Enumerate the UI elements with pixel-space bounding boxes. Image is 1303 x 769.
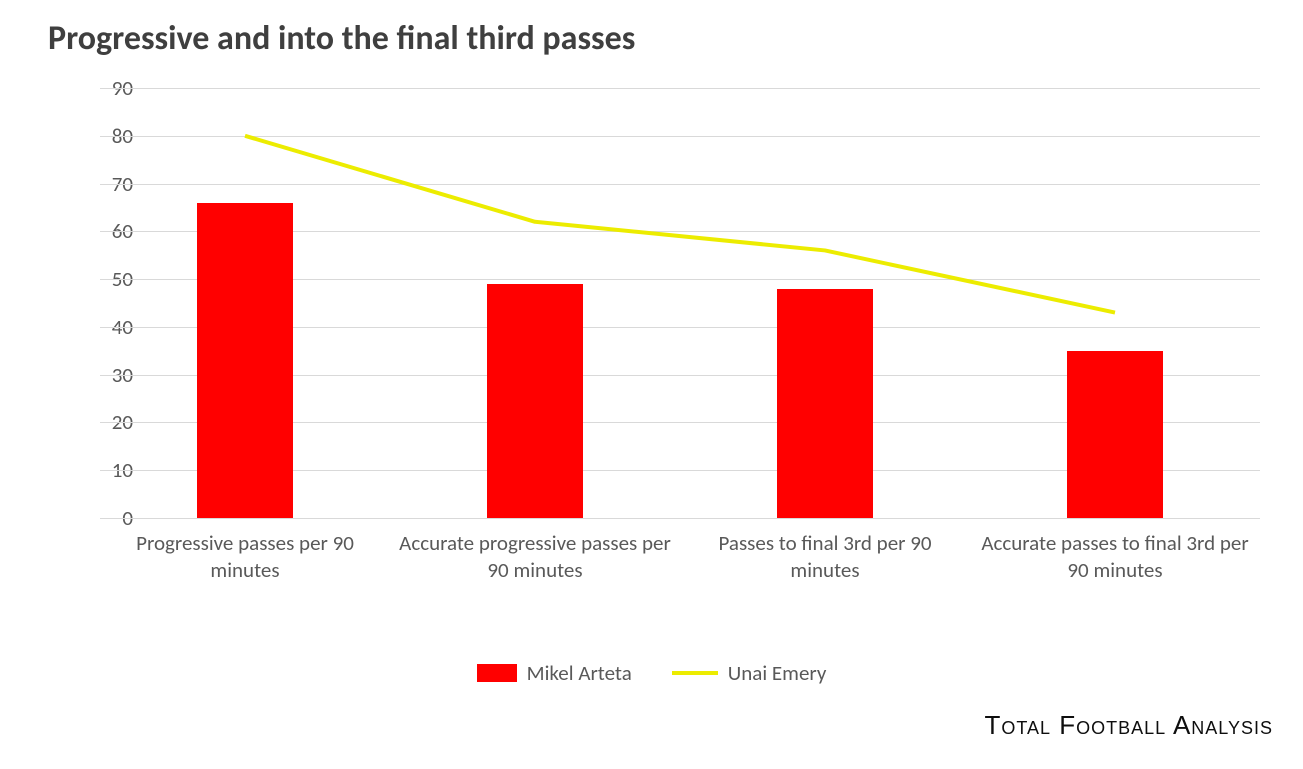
x-tick-label: Progressive passes per 90 minutes [100,530,390,585]
x-tick-label: Accurate progressive passes per 90 minut… [390,530,680,585]
line-series [100,88,1260,518]
legend-label-bar: Mikel Arteta [527,660,632,686]
chart-title: Progressive and into the final third pas… [48,18,635,59]
gridline [100,518,1260,519]
legend-swatch-bar [477,664,517,682]
watermark: Total Football Analysis [984,710,1273,741]
x-axis-labels: Progressive passes per 90 minutesAccurat… [100,530,1260,585]
legend: Mikel Arteta Unai Emery [0,660,1303,686]
plot-area [100,88,1260,518]
x-tick-label: Passes to final 3rd per 90 minutes [680,530,970,585]
legend-label-line: Unai Emery [728,660,827,686]
chart-container: Progressive and into the final third pas… [0,0,1303,769]
x-tick-label: Accurate passes to final 3rd per 90 minu… [970,530,1260,585]
legend-swatch-line [672,671,718,675]
legend-item-line: Unai Emery [672,660,827,686]
legend-item-bar: Mikel Arteta [477,660,632,686]
line-path [245,136,1115,313]
